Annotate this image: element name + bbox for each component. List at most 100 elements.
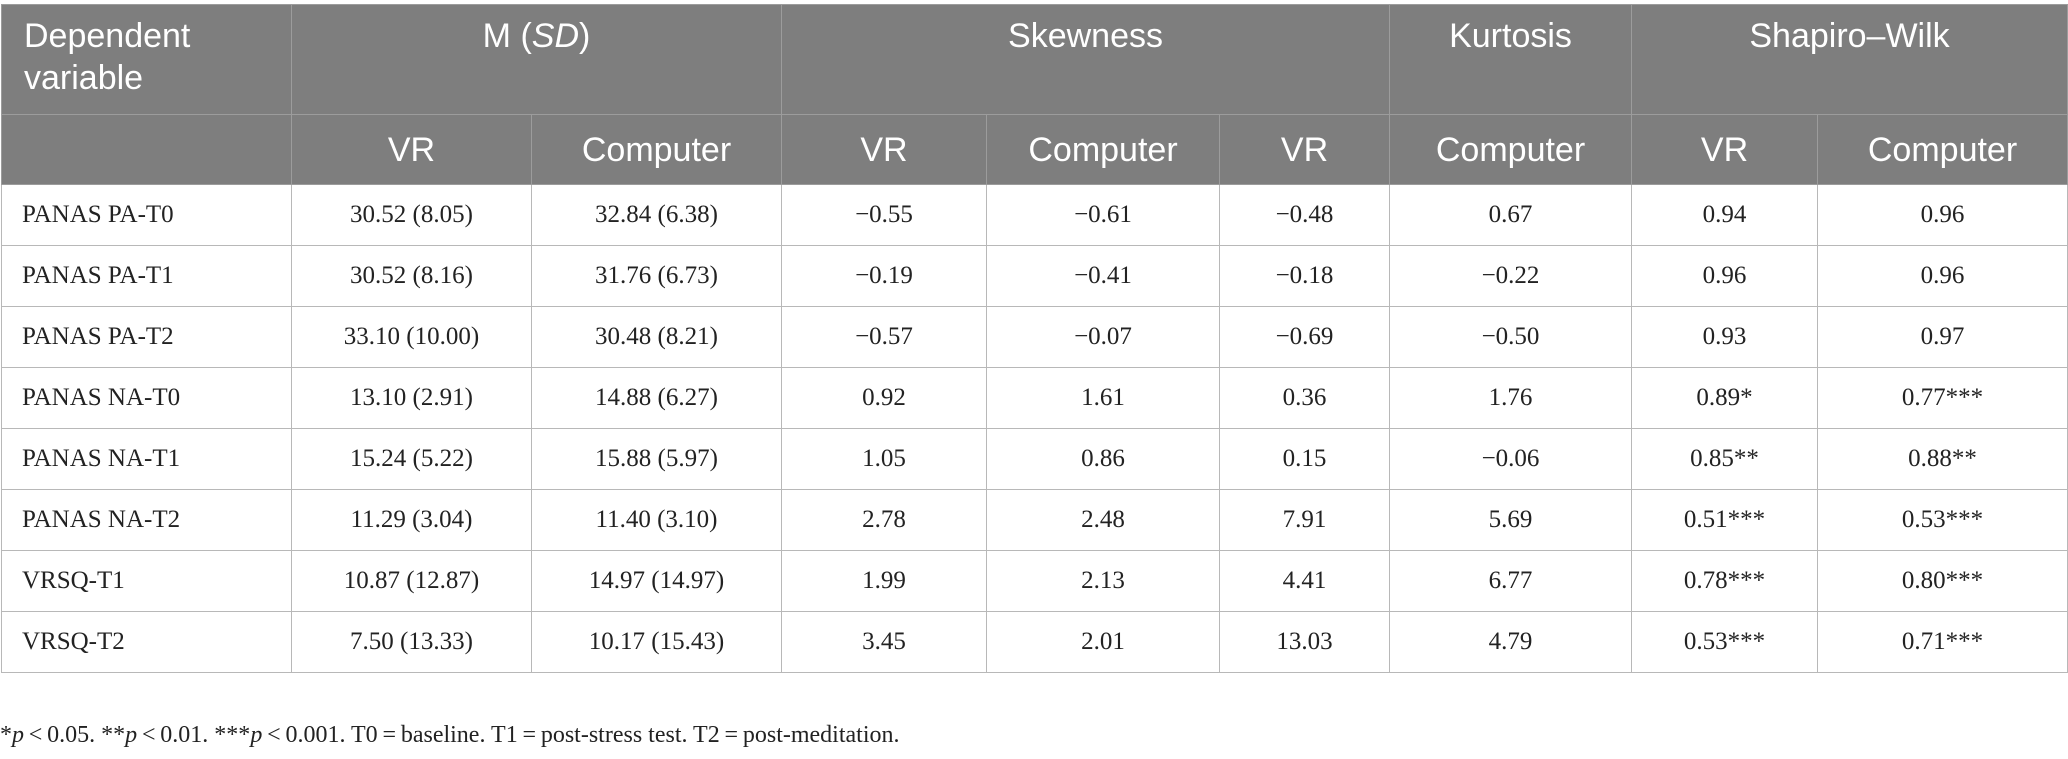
- header-row-1: Dependent variable M (SD) Skewness Kurto…: [1, 4, 2068, 115]
- table-cell: 3.45: [781, 611, 987, 673]
- table-cell: 2.13: [986, 550, 1220, 612]
- table-cell: 30.48 (8.21): [531, 306, 782, 368]
- table-cell: 0.85**: [1631, 428, 1819, 490]
- table-cell: 15.24 (5.22): [291, 428, 532, 490]
- table-cell: −0.41: [986, 245, 1220, 307]
- table-cell: −0.57: [781, 306, 987, 368]
- table-cell: 1.05: [781, 428, 987, 490]
- table-cell: 7.50 (13.33): [291, 611, 532, 673]
- table-cell: 0.92: [781, 367, 987, 429]
- header-shapiro-wilk: Shapiro–Wilk: [1631, 4, 2068, 115]
- table-cell: −0.18: [1218, 245, 1391, 307]
- table-cell: −0.55: [781, 184, 987, 246]
- subheader-cell: VR: [1218, 114, 1391, 185]
- table-cell: 0.80***: [1817, 550, 2068, 612]
- table-body: PANAS PA-T0 30.52 (8.05) 32.84 (6.38) −0.55…: [1, 184, 2068, 673]
- table-cell: 4.79: [1389, 611, 1633, 673]
- header-m-suffix: ): [579, 17, 591, 55]
- row-label: PANAS PA-T0: [1, 184, 292, 246]
- table-cell: 11.29 (3.04): [291, 489, 532, 551]
- table-cell: 0.15: [1218, 428, 1391, 490]
- table-cell: 1.99: [781, 550, 987, 612]
- table-row: VRSQ-T1 10.87 (12.87) 14.97 (14.97) 1.99 2.1…: [1, 550, 2068, 612]
- table-row: VRSQ-T2 7.50 (13.33) 10.17 (15.43) 3.45 2.01…: [1, 611, 2068, 673]
- subheader-cell: VR: [1631, 114, 1819, 185]
- table-cell: 0.71***: [1817, 611, 2068, 673]
- subheader-cell: Computer: [986, 114, 1220, 185]
- table-footnote: *p < 0.05. **p < 0.01. ***p < 0.001. T0 …: [0, 722, 900, 749]
- table-cell: 0.96: [1817, 184, 2068, 246]
- table-cell: 15.88 (5.97): [531, 428, 782, 490]
- table-cell: −0.69: [1218, 306, 1391, 368]
- note-part: *: [0, 722, 12, 748]
- header-kurtosis: Kurtosis: [1389, 4, 1633, 115]
- row-label: PANAS PA-T2: [1, 306, 292, 368]
- table-cell: −0.06: [1389, 428, 1633, 490]
- table-cell: 1.76: [1389, 367, 1633, 429]
- table-cell: −0.61: [986, 184, 1220, 246]
- table-cell: 0.77***: [1817, 367, 2068, 429]
- header-dependent-line1: Dependent: [24, 17, 191, 55]
- table-cell: 0.78***: [1631, 550, 1819, 612]
- table-container: Dependent variable M (SD) Skewness Kurto…: [0, 4, 2068, 673]
- table-cell: 0.51***: [1631, 489, 1819, 551]
- table-row: PANAS NA-T0 13.10 (2.91) 14.88 (6.27) 0.92 1…: [1, 367, 2068, 429]
- note-p: p: [12, 722, 24, 748]
- table-cell: 13.10 (2.91): [291, 367, 532, 429]
- header-empty: [1, 114, 292, 185]
- row-label: PANAS PA-T1: [1, 245, 292, 307]
- table-cell: 0.53***: [1631, 611, 1819, 673]
- table-cell: 2.78: [781, 489, 987, 551]
- subheader-cell: VR: [781, 114, 987, 185]
- table-cell: 0.97: [1817, 306, 2068, 368]
- table-cell: −0.07: [986, 306, 1220, 368]
- table-cell: 0.96: [1631, 245, 1819, 307]
- table-row: PANAS NA-T2 11.29 (3.04) 11.40 (3.10) 2.78 2…: [1, 489, 2068, 551]
- header-m-prefix: M (: [482, 17, 532, 55]
- row-label: PANAS NA-T1: [1, 428, 292, 490]
- row-label: VRSQ-T1: [1, 550, 292, 612]
- table-cell: −0.50: [1389, 306, 1633, 368]
- header-row-2: VR Computer VR Computer VR Computer VR C…: [1, 114, 2068, 185]
- table-cell: −0.19: [781, 245, 987, 307]
- header-m-sd-italic: SD: [531, 17, 579, 55]
- table-cell: 6.77: [1389, 550, 1633, 612]
- note-part: < 0.01. ***: [137, 722, 251, 748]
- subheader-cell: Computer: [1817, 114, 2068, 185]
- table-cell: 13.03: [1218, 611, 1391, 673]
- header-dependent-line2: variable: [24, 59, 144, 97]
- table-row: PANAS PA-T2 33.10 (10.00) 30.48 (8.21) −0.5…: [1, 306, 2068, 368]
- table-cell: 30.52 (8.16): [291, 245, 532, 307]
- table-cell: 0.36: [1218, 367, 1391, 429]
- table-cell: 11.40 (3.10): [531, 489, 782, 551]
- table-cell: 0.96: [1817, 245, 2068, 307]
- header-dependent-variable: Dependent variable: [1, 4, 292, 115]
- row-label: VRSQ-T2: [1, 611, 292, 673]
- table-cell: 30.52 (8.05): [291, 184, 532, 246]
- table-cell: 4.41: [1218, 550, 1391, 612]
- table-cell: 14.88 (6.27): [531, 367, 782, 429]
- table-cell: 5.69: [1389, 489, 1633, 551]
- table-cell: 0.88**: [1817, 428, 2068, 490]
- table-cell: 2.01: [986, 611, 1220, 673]
- table-cell: 0.53***: [1817, 489, 2068, 551]
- table-cell: 7.91: [1218, 489, 1391, 551]
- note-p: p: [125, 722, 138, 748]
- table-row: PANAS PA-T0 30.52 (8.05) 32.84 (6.38) −0.55…: [1, 184, 2068, 246]
- table-cell: 10.87 (12.87): [291, 550, 532, 612]
- header-m-sd: M (SD): [291, 4, 782, 115]
- subheader-cell: VR: [291, 114, 532, 185]
- subheader-cell: Computer: [531, 114, 782, 185]
- table-cell: 33.10 (10.00): [291, 306, 532, 368]
- note-p: p: [250, 722, 263, 748]
- table-cell: 31.76 (6.73): [531, 245, 782, 307]
- statistics-table: Dependent variable M (SD) Skewness Kurto…: [1, 4, 2068, 673]
- table-cell: 2.48: [986, 489, 1220, 551]
- header-skewness: Skewness: [780, 4, 1391, 115]
- table-cell: 14.97 (14.97): [531, 550, 782, 612]
- note-part: < 0.001. T0 = baseline. T1 = post-stress…: [262, 722, 900, 748]
- table-row: PANAS PA-T1 30.52 (8.16) 31.76 (6.73) −0.19…: [1, 245, 2068, 307]
- table-row: PANAS NA-T1 15.24 (5.22) 15.88 (5.97) 1.05 0…: [1, 428, 2068, 490]
- note-part: < 0.05. **: [24, 722, 126, 748]
- table-cell: 0.93: [1631, 306, 1819, 368]
